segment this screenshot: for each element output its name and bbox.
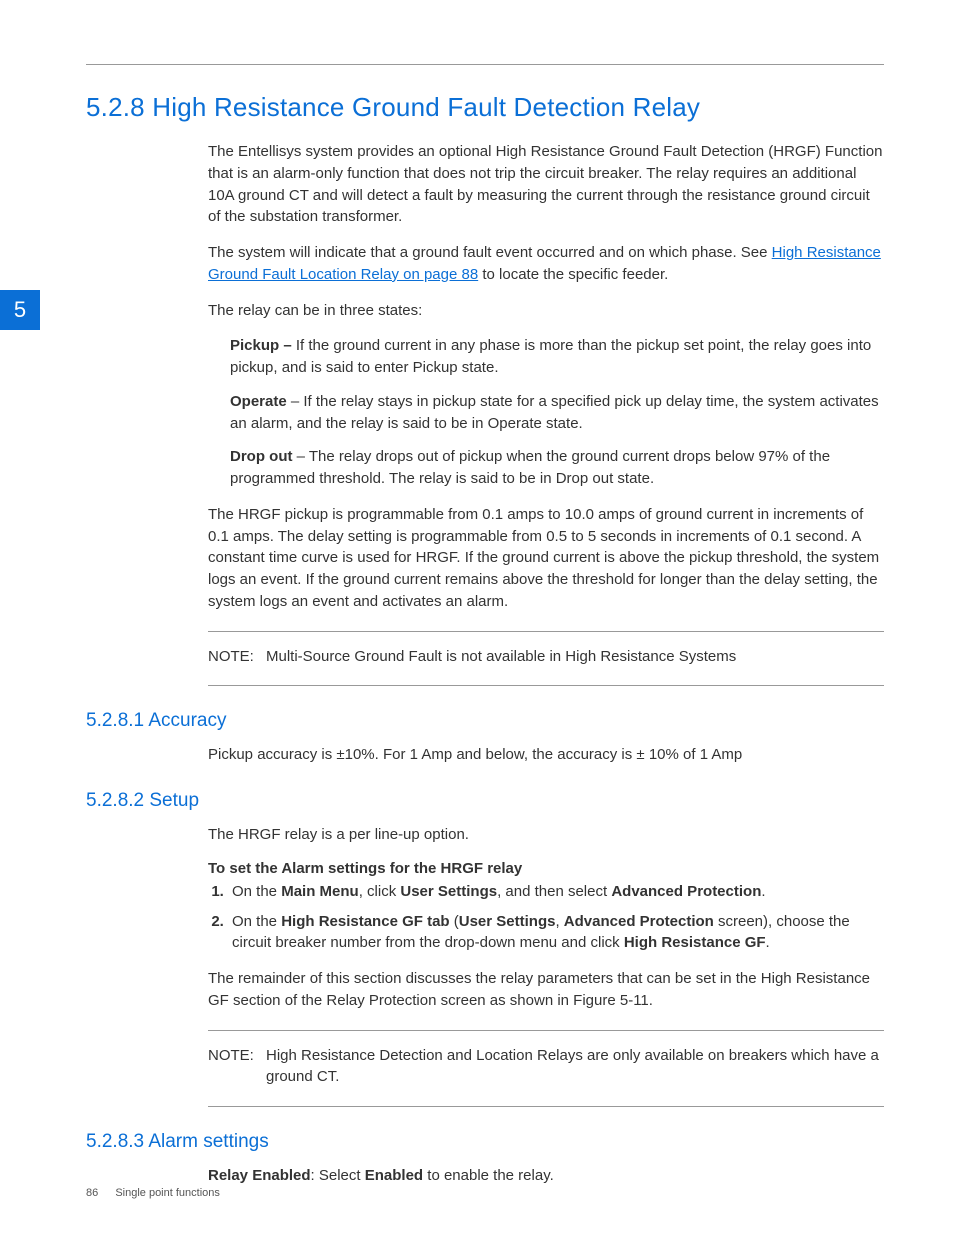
- page-footer: 86 Single point functions: [86, 1187, 220, 1199]
- state-dropout-label: Drop out: [230, 448, 292, 465]
- step-1: On the Main Menu, click User Settings, a…: [228, 881, 884, 903]
- t: .: [766, 934, 770, 951]
- t: to enable the relay.: [423, 1167, 554, 1184]
- t: : Select: [311, 1167, 365, 1184]
- t: User Settings: [400, 883, 497, 900]
- t: On the: [232, 913, 281, 930]
- t: .: [761, 883, 765, 900]
- intro-paragraph-1: The Entellisys system provides an option…: [208, 141, 884, 228]
- note-2: NOTE: High Resistance Detection and Loca…: [208, 1045, 884, 1089]
- page-content: 5.2.8 High Resistance Ground Fault Detec…: [86, 92, 884, 1201]
- alarm-text: Relay Enabled: Select Enabled to enable …: [208, 1165, 884, 1187]
- note-label: NOTE:: [208, 1045, 266, 1089]
- setup-procedure-title: To set the Alarm settings for the HRGF r…: [208, 860, 884, 877]
- intro-p2-post: to locate the specific feeder.: [478, 266, 668, 283]
- step-2: On the High Resistance GF tab (User Sett…: [228, 911, 884, 955]
- note-label: NOTE:: [208, 646, 266, 668]
- setup-heading: 5.2.8.2 Setup: [86, 790, 884, 812]
- t: Relay Enabled: [208, 1167, 311, 1184]
- note-text: Multi-Source Ground Fault is not availab…: [266, 646, 736, 668]
- state-list: Pickup – If the ground current in any ph…: [230, 335, 884, 490]
- divider: [208, 685, 884, 686]
- t: , and then select: [497, 883, 611, 900]
- t: Advanced Protection: [564, 913, 714, 930]
- intro-paragraph-2: The system will indicate that a ground f…: [208, 242, 884, 286]
- accuracy-block: Pickup accuracy is ±10%. For 1 Amp and b…: [208, 744, 884, 766]
- alarm-block: Relay Enabled: Select Enabled to enable …: [208, 1165, 884, 1187]
- t: Main Menu: [281, 883, 359, 900]
- state-pickup: Pickup – If the ground current in any ph…: [230, 335, 884, 379]
- states-intro: The relay can be in three states:: [208, 300, 884, 322]
- t: Advanced Protection: [611, 883, 761, 900]
- t: , click: [359, 883, 401, 900]
- divider: [208, 1030, 884, 1031]
- t: Enabled: [365, 1167, 423, 1184]
- page-number: 86: [86, 1187, 98, 1199]
- t: On the: [232, 883, 281, 900]
- setup-block: The HRGF relay is a per line-up option. …: [208, 824, 884, 1107]
- chapter-tab: 5: [0, 290, 40, 330]
- setup-steps: On the Main Menu, click User Settings, a…: [228, 881, 884, 954]
- state-operate-text: – If the relay stays in pickup state for…: [230, 393, 879, 432]
- intro-block: The Entellisys system provides an option…: [208, 141, 884, 686]
- t: High Resistance GF: [624, 934, 766, 951]
- divider: [208, 631, 884, 632]
- state-dropout-text: – The relay drops out of pickup when the…: [230, 448, 830, 487]
- note-1: NOTE: Multi-Source Ground Fault is not a…: [208, 646, 884, 668]
- accuracy-heading: 5.2.8.1 Accuracy: [86, 710, 884, 732]
- note-text: High Resistance Detection and Location R…: [266, 1045, 884, 1089]
- hrgf-detail: The HRGF pickup is programmable from 0.1…: [208, 504, 884, 613]
- t: (: [450, 913, 459, 930]
- t: User Settings: [459, 913, 556, 930]
- state-operate-label: Operate: [230, 393, 287, 410]
- state-dropout: Drop out – The relay drops out of pickup…: [230, 446, 884, 490]
- top-rule: [86, 64, 884, 65]
- setup-intro: The HRGF relay is a per line-up option.: [208, 824, 884, 846]
- intro-p2-pre: The system will indicate that a ground f…: [208, 244, 772, 261]
- footer-title: Single point functions: [115, 1187, 220, 1199]
- state-pickup-text: If the ground current in any phase is mo…: [230, 337, 871, 376]
- accuracy-text: Pickup accuracy is ±10%. For 1 Amp and b…: [208, 744, 884, 766]
- alarm-heading: 5.2.8.3 Alarm settings: [86, 1131, 884, 1153]
- state-operate: Operate – If the relay stays in pickup s…: [230, 391, 884, 435]
- divider: [208, 1106, 884, 1107]
- setup-remainder: The remainder of this section discusses …: [208, 968, 884, 1012]
- section-heading: 5.2.8 High Resistance Ground Fault Detec…: [86, 92, 884, 123]
- t: ,: [555, 913, 563, 930]
- t: High Resistance GF tab: [281, 913, 449, 930]
- state-pickup-label: Pickup –: [230, 337, 292, 354]
